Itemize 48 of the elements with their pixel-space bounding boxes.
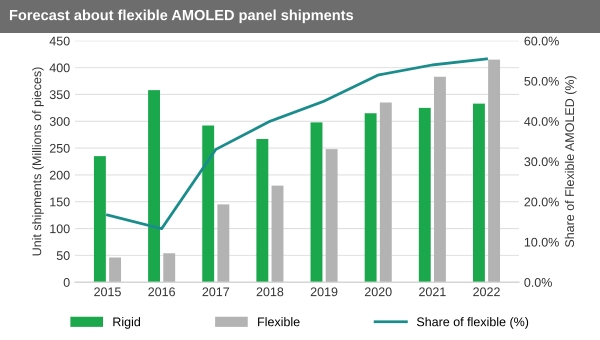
x-tick-label: 2016 [148, 287, 175, 296]
bar [217, 204, 230, 282]
y2-tick-label: 20.0% [524, 198, 559, 206]
bar [418, 108, 431, 282]
y-tick-label: 400 [50, 63, 70, 72]
y-tick-label: 450 [50, 36, 70, 46]
chart-title: Forecast about flexible AMOLED panel shipments [10, 10, 354, 24]
y-axis-title: Unit shipments (Millions of pieces) [32, 67, 44, 256]
bar [326, 149, 338, 282]
x-tick-label: 2020 [364, 287, 392, 296]
x-tick-label: 2017 [202, 287, 230, 296]
bar [272, 186, 284, 282]
bar [472, 104, 485, 282]
y-tick-label: 200 [50, 170, 70, 180]
bar [310, 122, 322, 282]
bar [148, 90, 160, 282]
bar [256, 138, 268, 282]
y-tick-label: 250 [50, 144, 70, 153]
bar [380, 102, 392, 282]
y-tick-label: 50 [56, 251, 70, 260]
y-tick-label: 100 [50, 224, 70, 234]
y2-tick-label: 40.0% [524, 117, 559, 126]
legend-label: Flexible [258, 317, 300, 326]
bar [364, 113, 377, 282]
bar [202, 126, 214, 282]
x-tick-label: 2021 [419, 287, 446, 296]
y2-tick-label: 60.0% [524, 36, 559, 46]
bar [109, 258, 122, 282]
bar [94, 156, 106, 282]
y2-tick-label: 30.0% [524, 157, 559, 166]
x-tick-label: 2015 [94, 287, 121, 296]
y2-tick-label: 50.0% [524, 76, 559, 86]
y2-tick-label: 0.0% [524, 278, 552, 287]
y-tick-label: 300 [50, 117, 70, 126]
y2-axis-title: Share of Flexible AMOLED (%) [564, 76, 577, 248]
bar [434, 76, 446, 282]
legend-label: Share of flexible (%) [416, 317, 528, 329]
y2-tick-label: 10.0% [524, 238, 559, 247]
x-tick-label: 2022 [473, 287, 500, 296]
x-tick-label: 2019 [310, 287, 338, 296]
line-series [106, 58, 488, 230]
bar [488, 60, 500, 282]
y-tick-label: 150 [50, 198, 70, 206]
x-tick-label: 2018 [256, 287, 284, 296]
legend-label: Rigid [113, 317, 140, 329]
bar [163, 253, 176, 282]
y-tick-label: 0 [64, 278, 70, 287]
y-tick-label: 350 [50, 90, 70, 100]
